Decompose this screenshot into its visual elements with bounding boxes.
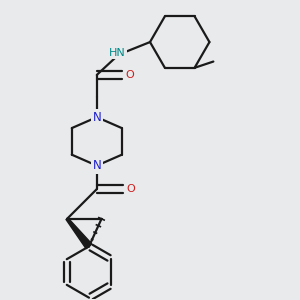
Text: HN: HN <box>109 48 125 58</box>
Text: N: N <box>92 111 101 124</box>
Text: N: N <box>92 159 101 172</box>
Text: O: O <box>127 184 136 194</box>
Polygon shape <box>66 218 92 249</box>
Text: O: O <box>125 70 134 80</box>
